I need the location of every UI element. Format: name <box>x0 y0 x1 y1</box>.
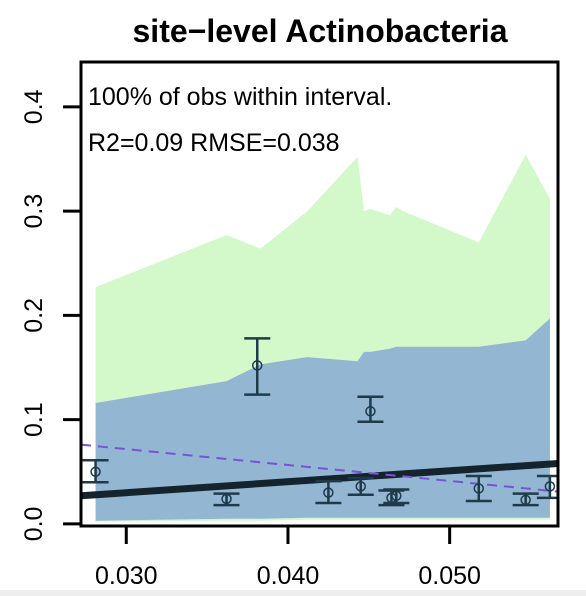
data-point <box>391 490 402 502</box>
fit-line <box>81 459 558 500</box>
observation-10 <box>536 474 558 500</box>
data-point <box>544 481 556 492</box>
observation-4 <box>347 476 374 496</box>
observation-7 <box>383 488 410 505</box>
data-point <box>355 481 366 492</box>
observation-5 <box>357 395 384 423</box>
x-axis: 0.030 0.040 0.050 <box>95 524 481 590</box>
data-point <box>473 483 485 494</box>
data-point <box>520 494 531 506</box>
x-tick-label: 0.040 <box>257 562 320 590</box>
x-tick-label: 0.030 <box>95 562 158 590</box>
y-tick-label: 0.2 <box>20 298 48 333</box>
x-tick-label: 0.050 <box>418 562 481 590</box>
data-point <box>90 466 101 478</box>
data-point <box>365 406 376 417</box>
observation-8 <box>465 474 492 503</box>
observation-2 <box>244 337 271 396</box>
data-point <box>323 487 334 498</box>
data-point <box>221 493 232 505</box>
plot-area <box>81 154 558 522</box>
y-tick-label: 0.3 <box>20 194 48 229</box>
y-tick-label: 0.1 <box>20 402 48 437</box>
observation-9 <box>512 492 539 507</box>
observation-3 <box>315 479 342 505</box>
observations <box>82 337 558 507</box>
bottom-strip <box>0 590 586 596</box>
observation-0 <box>82 459 109 484</box>
y-tick-label: 0.0 <box>20 507 48 542</box>
chart-title: site−level Actinobacteria <box>133 13 508 49</box>
data-point <box>251 360 263 371</box>
observation-1 <box>213 492 240 507</box>
fit-stats-annotation: R2=0.09 RMSE=0.038 <box>88 129 340 157</box>
coverage-annotation: 100% of obs within interval. <box>88 83 392 111</box>
y-axis: 0.0 0.1 0.2 0.3 0.4 <box>20 89 81 541</box>
y-tick-label: 0.4 <box>20 89 48 124</box>
